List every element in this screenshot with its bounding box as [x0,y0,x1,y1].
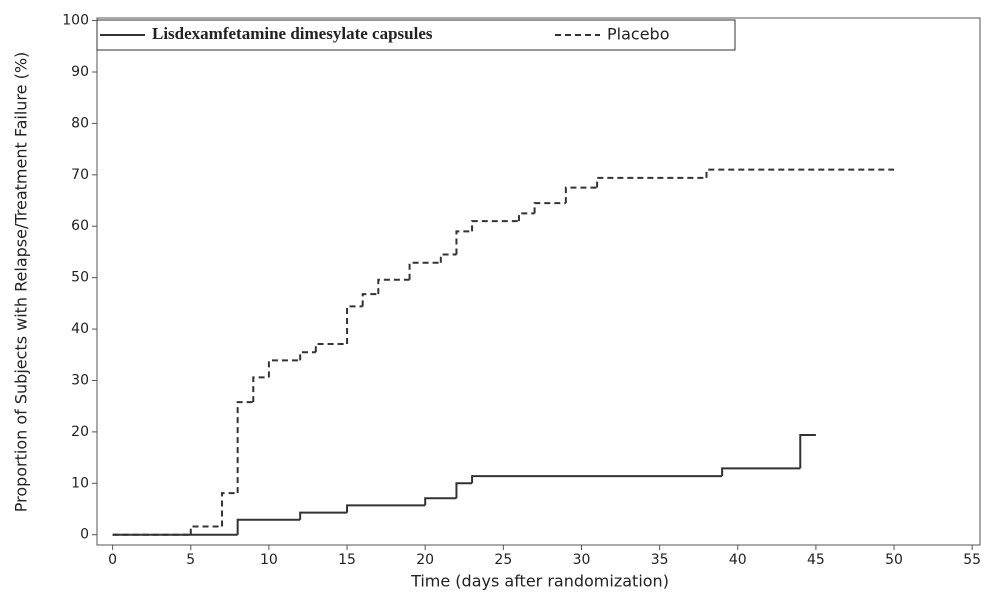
step-segment [424,497,457,506]
step-segment [705,168,895,178]
step-segment [799,433,816,469]
y-axis-label: Proportion of Subjects with Relapse/Trea… [12,52,31,513]
step-segment [721,467,801,477]
y-tick-label: 40 [71,321,89,337]
step-segment [471,475,723,484]
x-tick-label: 30 [573,552,591,568]
y-tick-label: 20 [71,424,89,440]
step-segment [252,376,269,403]
x-tick-label: 50 [885,552,903,568]
x-tick-label: 10 [260,552,278,568]
step-segment [439,253,457,263]
x-axis-label: Time (days after randomization) [410,572,669,591]
step-segment [299,351,316,361]
step-segment [236,401,254,494]
step-segment [471,220,519,232]
y-tick-label: 90 [71,64,89,80]
x-tick-label: 55 [963,552,981,568]
step-segment [346,504,426,513]
step-segment [189,525,223,535]
x-tick-label: 0 [108,552,117,568]
y-tick-label: 50 [71,270,89,286]
y-tick-label: 80 [71,115,89,131]
x-tick-label: 35 [651,552,669,568]
step-segment [377,278,410,295]
step-segment [314,342,348,353]
x-tick-label: 20 [416,552,434,568]
x-tick-label: 40 [729,552,747,568]
plot-frame [96,17,981,546]
step-segment [299,511,348,520]
step-segment [408,261,441,280]
y-tick-label: 30 [71,372,89,388]
step-segment [455,482,473,499]
step-segment [346,305,363,344]
step-segment [361,293,379,307]
x-tick-label: 15 [338,552,356,568]
x-tick-label: 5 [186,552,195,568]
y-tick-label: 70 [71,167,89,183]
step-segment [221,492,238,527]
step-segment [267,359,301,378]
y-tick-label: 10 [71,475,89,491]
y-tick-label: 60 [71,218,89,234]
legend-label: Lisdexamfetamine dimesylate capsules [152,24,433,43]
step-segment [564,186,598,204]
x-tick-label: 25 [494,552,512,568]
x-tick-label: 45 [807,552,825,568]
step-segment [455,230,473,255]
step-segment [596,176,707,188]
legend-label: Placebo [607,25,669,44]
y-tick-label: 100 [62,13,89,29]
step-segment [533,202,566,214]
y-tick-label: 0 [80,527,89,543]
step-segment [517,212,535,222]
step-segment [236,518,301,535]
legend [96,19,736,51]
